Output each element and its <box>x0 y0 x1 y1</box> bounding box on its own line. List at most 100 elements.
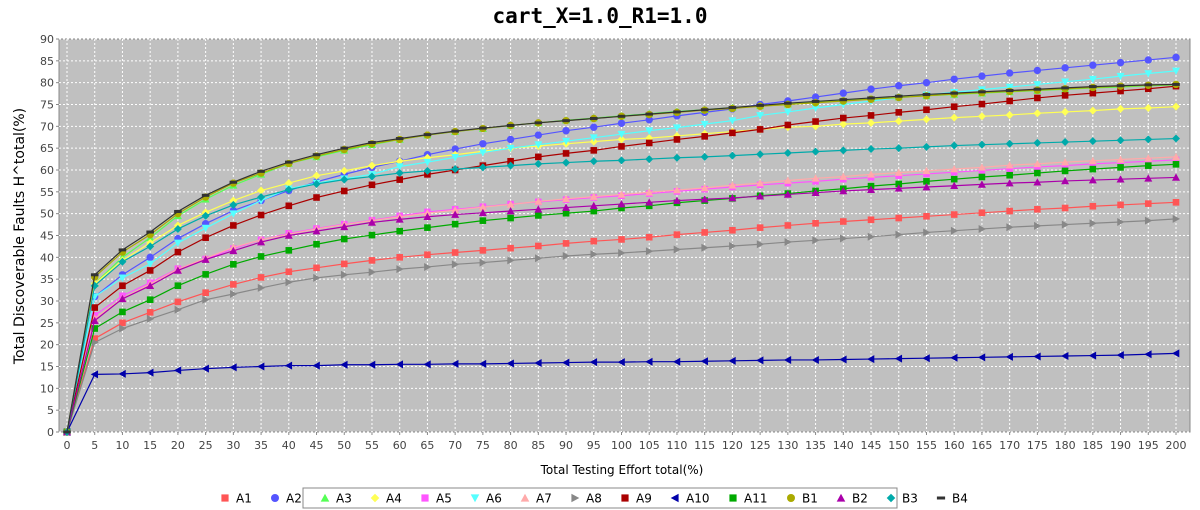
data-point-a9 <box>313 194 320 201</box>
data-point-a7 <box>728 181 737 189</box>
legend-item-a8: A8 <box>571 492 602 506</box>
data-point-a8 <box>840 234 848 243</box>
legend-item-a3: A3 <box>320 492 352 506</box>
data-point-b3 <box>950 141 959 150</box>
data-point-b4 <box>839 98 848 102</box>
data-point-a10 <box>506 359 514 368</box>
data-point-b3 <box>340 175 349 184</box>
data-point-a4 <box>367 161 376 170</box>
legend-label-a1: A1 <box>236 492 252 506</box>
data-point-b3 <box>1005 139 1014 148</box>
data-point-a2 <box>867 85 875 93</box>
data-point-b3 <box>839 146 848 155</box>
data-point-a9 <box>1117 87 1124 95</box>
x-tick-label: 55 <box>365 439 379 452</box>
data-point-b2 <box>1033 178 1042 186</box>
chart-title: cart_X=1.0_R1=1.0 <box>493 4 708 28</box>
data-point-a1 <box>867 216 875 224</box>
data-point-a11 <box>923 178 930 185</box>
data-point-a4 <box>950 113 959 122</box>
data-point-a9 <box>784 121 792 129</box>
data-point-b2 <box>423 212 432 221</box>
series-lines <box>63 53 1180 436</box>
data-point-a7 <box>534 197 543 205</box>
data-point-a6 <box>1116 72 1125 81</box>
data-point-a4 <box>839 120 848 129</box>
y-tick-label: 55 <box>40 186 54 199</box>
x-tick-label: 190 <box>1110 439 1131 452</box>
data-point-a10 <box>1033 352 1041 361</box>
data-point-a9 <box>756 126 764 133</box>
data-point-b2 <box>340 222 349 231</box>
data-point-a1 <box>1144 200 1152 207</box>
data-point-a9 <box>368 181 376 189</box>
data-point-a9 <box>507 157 514 165</box>
data-point-a11 <box>1089 165 1097 173</box>
data-point-a4 <box>867 118 876 127</box>
legend-label-b3: B3 <box>902 492 918 506</box>
data-point-a10 <box>700 357 708 366</box>
data-point-a1 <box>424 251 431 259</box>
data-point-a6 <box>506 144 515 153</box>
data-point-a2 <box>922 78 931 87</box>
x-tick-label: 30 <box>226 439 240 452</box>
data-point-a6 <box>146 260 155 268</box>
data-point-a2 <box>1061 64 1069 72</box>
data-point-a10 <box>645 357 653 366</box>
data-point-a6 <box>672 124 681 132</box>
data-point-a11 <box>950 175 958 183</box>
data-point-b3 <box>146 242 155 251</box>
data-point-b4 <box>534 121 543 125</box>
data-point-b4 <box>451 129 459 133</box>
x-tick-label: 150 <box>888 439 909 452</box>
x-tick-label: 75 <box>476 439 490 452</box>
data-point-b4 <box>1172 82 1180 86</box>
data-point-a8 <box>1172 214 1180 223</box>
data-point-a5 <box>1006 165 1013 172</box>
x-tick-label: 165 <box>971 439 992 452</box>
data-point-a9 <box>673 136 681 143</box>
x-tick-label: 85 <box>531 439 545 452</box>
data-point-a4 <box>1033 109 1042 118</box>
data-point-a8 <box>1006 223 1014 232</box>
data-point-b2 <box>506 207 515 215</box>
data-point-b3 <box>1172 134 1180 143</box>
data-point-a10 <box>839 355 847 364</box>
data-point-b4 <box>673 110 681 114</box>
x-tick-label: 200 <box>1166 439 1187 452</box>
data-point-a6 <box>201 224 210 233</box>
data-point-a4 <box>257 186 266 195</box>
data-point-a2 <box>506 135 515 144</box>
data-point-a6 <box>700 120 709 129</box>
data-point-a8 <box>368 268 376 277</box>
data-point-a8 <box>1089 219 1097 228</box>
data-point-a9 <box>701 133 708 140</box>
data-point-a9 <box>729 129 736 137</box>
data-point-a4 <box>1116 104 1125 113</box>
data-point-a2 <box>534 131 543 139</box>
data-point-a9 <box>840 114 847 122</box>
data-point-a1 <box>923 212 930 220</box>
data-point-a9 <box>562 150 570 157</box>
y-tick-label: 5 <box>47 404 54 417</box>
legend-item-a10: A10 <box>670 492 709 506</box>
data-point-a2 <box>479 140 487 148</box>
data-point-a4 <box>1005 110 1014 119</box>
series-a8 <box>63 214 1180 436</box>
data-point-a8 <box>562 252 571 261</box>
data-point-a7 <box>950 165 959 173</box>
data-point-a7 <box>506 200 515 208</box>
data-point-a9 <box>618 143 625 150</box>
data-point-a11 <box>257 253 265 260</box>
data-point-a1 <box>535 242 542 250</box>
data-point-b2 <box>950 181 959 190</box>
data-point-a10 <box>728 356 736 365</box>
legend-marker-a2 <box>271 494 279 502</box>
data-point-b4 <box>784 101 792 105</box>
data-point-b3 <box>284 185 293 194</box>
data-point-a10 <box>950 353 958 362</box>
x-tick-label: 90 <box>559 439 573 452</box>
series-a6 <box>63 67 1180 436</box>
data-point-a11 <box>1061 167 1069 175</box>
